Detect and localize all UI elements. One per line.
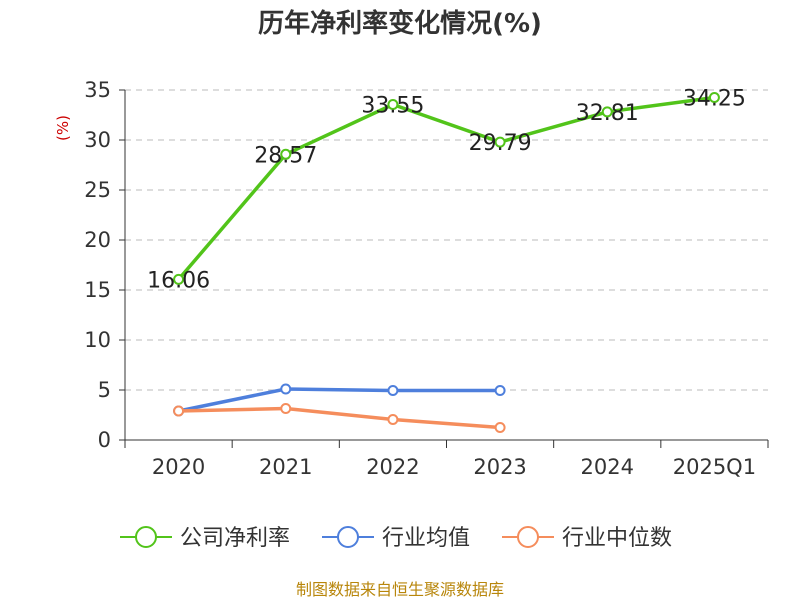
series-lines (173, 92, 720, 433)
legend-marker (337, 526, 359, 548)
legend-marker (135, 526, 157, 548)
data-point (387, 414, 399, 425)
legend-item: 行业均值 (322, 526, 470, 551)
x-tick-label: 2023 (473, 455, 526, 479)
source-footer: 制图数据来自恒生聚源数据库 (296, 580, 504, 599)
y-tick-label: 15 (84, 278, 111, 302)
gridlines (125, 89, 768, 391)
data-point (494, 422, 506, 433)
data-label: 33.55 (361, 94, 424, 119)
data-point (173, 405, 185, 417)
y-tick-label: 35 (84, 78, 111, 102)
legend-item: 公司净利率 (120, 526, 290, 551)
data-point (280, 383, 292, 395)
axes: 0 5 10 15 20 25 30 35 2020 2021 2022 2023 2024 2025Q1 (84, 78, 769, 479)
x-tick-label: 2022 (366, 455, 419, 479)
y-tick-label: 10 (84, 328, 111, 352)
x-tick-label: 2021 (259, 455, 312, 479)
series-2 (173, 403, 506, 433)
y-tick-label: 0 (98, 428, 111, 452)
series-line (177, 95, 715, 281)
chart-title: 历年净利率变化情况(%) (258, 8, 542, 39)
x-tick-label: 2025Q1 (673, 455, 756, 479)
legend-marker (517, 526, 539, 548)
series-0 (173, 92, 720, 285)
data-point (387, 99, 399, 110)
data-point (280, 403, 292, 414)
y-tick-label: 30 (84, 128, 111, 152)
data-point (280, 148, 292, 160)
data-point (494, 136, 506, 148)
legend-label: 行业均值 (382, 526, 470, 551)
data-label: 28.57 (254, 143, 317, 168)
legend: 公司净利率 行业均值 行业中位数 (120, 526, 672, 551)
data-labels: 16.06 28.57 33.55 29.79 32.81 34.25 (147, 87, 746, 294)
y-tick-label: 5 (98, 378, 111, 402)
data-point (494, 385, 506, 396)
y-axis-label: (%) (54, 115, 72, 141)
data-point (173, 273, 185, 285)
y-tick-label: 20 (84, 228, 111, 252)
data-point (387, 385, 399, 396)
series-line (178, 406, 501, 430)
data-label: 32.81 (576, 101, 639, 126)
data-point (601, 106, 613, 118)
legend-label: 公司净利率 (180, 526, 290, 551)
data-point (708, 92, 720, 103)
legend-label: 行业中位数 (562, 526, 672, 551)
series-line (178, 387, 501, 413)
data-label: 29.79 (469, 131, 532, 156)
data-label: 16.06 (147, 268, 210, 293)
legend-item: 行业中位数 (502, 526, 672, 551)
x-tick-label: 2020 (152, 455, 205, 479)
y-tick-label: 25 (84, 178, 111, 202)
data-label: 34.25 (683, 87, 746, 112)
x-tick-label: 2024 (581, 455, 634, 479)
